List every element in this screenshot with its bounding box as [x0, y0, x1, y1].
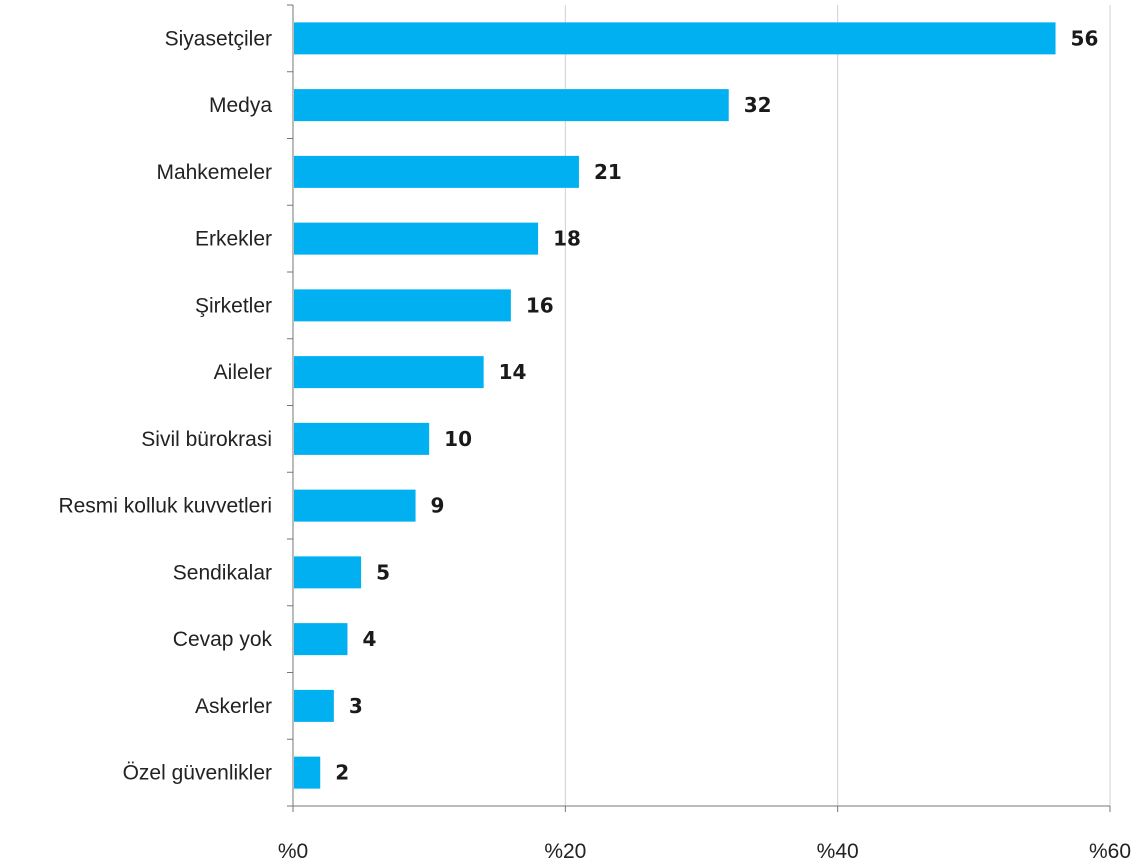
bar	[294, 155, 579, 188]
category-label: Sivil bürokrasi	[141, 428, 272, 451]
data-label: 56	[1071, 26, 1099, 50]
bar	[294, 756, 321, 789]
data-label: 14	[499, 360, 527, 384]
category-label: Mahkemeler	[156, 161, 272, 184]
bar	[294, 556, 362, 589]
data-label: 9	[431, 494, 445, 518]
bar	[294, 22, 1056, 55]
data-label: 3	[349, 694, 363, 718]
x-tick-label: %0	[278, 840, 308, 862]
data-label: 4	[362, 627, 376, 651]
bar	[294, 689, 334, 722]
category-label: Sendikalar	[173, 561, 272, 584]
axes	[287, 4, 1111, 812]
data-label: 5	[376, 560, 390, 584]
data-label: 18	[553, 227, 581, 251]
bars	[294, 22, 1056, 789]
data-label: 21	[594, 160, 622, 184]
bar	[294, 422, 430, 455]
bar	[294, 356, 484, 389]
category-label: Şirketler	[195, 294, 272, 317]
data-label: 32	[744, 93, 772, 117]
category-label: Erkekler	[195, 228, 272, 251]
bar	[294, 623, 348, 656]
bar	[294, 489, 416, 522]
bar	[294, 89, 729, 122]
bar	[294, 289, 511, 322]
category-label: Resmi kolluk kuvvetleri	[58, 495, 272, 518]
category-label: Askerler	[195, 695, 272, 718]
data-label: 16	[526, 293, 554, 317]
data-label: 10	[444, 427, 472, 451]
gridlines	[564, 5, 1111, 806]
x-tick-label: %60	[1089, 840, 1131, 862]
category-label: Aileler	[214, 361, 272, 384]
category-label: Medya	[209, 94, 272, 117]
category-label: Özel güvenlikler	[123, 762, 272, 785]
category-label: Siyasetçiler	[165, 27, 272, 50]
x-tick-label: %40	[817, 840, 859, 862]
data-label: 2	[335, 761, 349, 785]
category-label: Cevap yok	[173, 628, 273, 651]
x-tick-label: %20	[544, 840, 586, 862]
bar	[294, 222, 539, 255]
